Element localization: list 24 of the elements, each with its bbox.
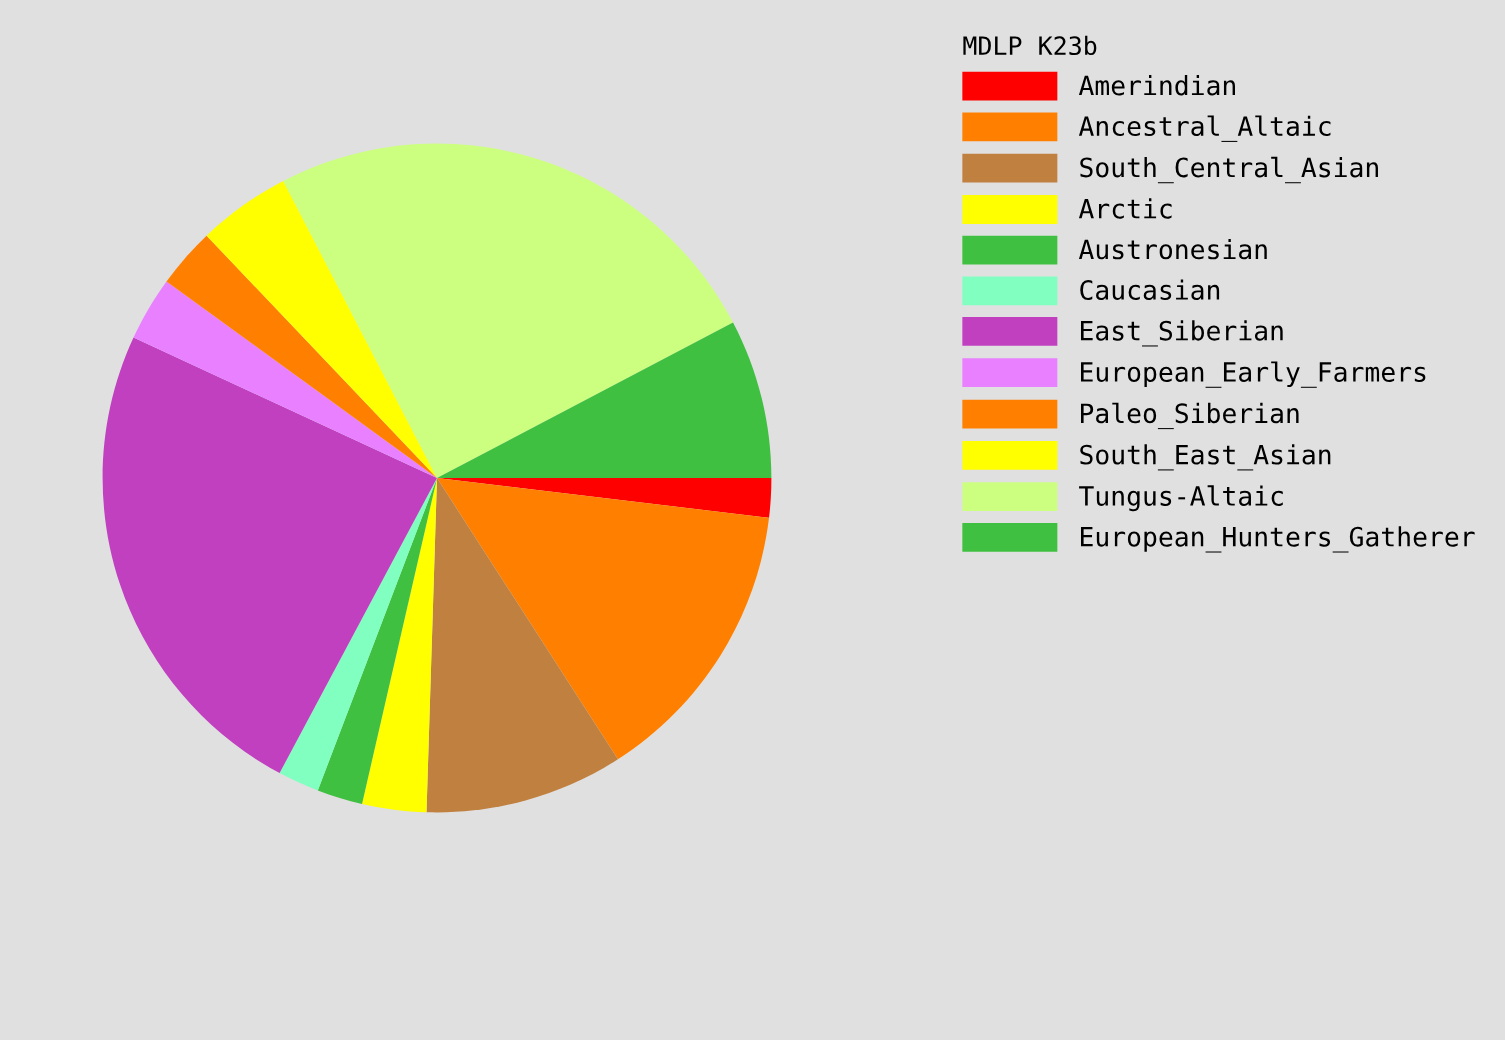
legend-label: European_Hunters_Gatherer [1081, 526, 1475, 553]
pie-slice [206, 181, 437, 478]
pie-slice [437, 322, 772, 478]
legend-label: Caucasian [1080, 279, 1220, 300]
legend-title: MDLP K23b [963, 35, 1097, 56]
legend-label: Arctic [1078, 198, 1172, 219]
legend-label: Ancestral_Altaic [1078, 115, 1331, 142]
pie-slice [437, 478, 770, 760]
legend-label: South_East_Asian [1080, 444, 1331, 471]
pie-slice [166, 235, 437, 478]
pie-slice [102, 337, 437, 774]
legend-label: Paleo_Siberian [1081, 402, 1299, 430]
pie-slice [362, 478, 437, 813]
pie-slice [133, 281, 437, 478]
pie-slice [317, 478, 437, 804]
pie-slice [426, 478, 618, 813]
legend-label: East_Siberian [1081, 320, 1283, 347]
legend-label: South_Central_Asian [1080, 156, 1378, 184]
pie-slice [279, 478, 437, 791]
pie-slice [283, 143, 734, 478]
legend-label: Austronesian [1078, 238, 1267, 260]
legend-label: Tungus-Altaic [1079, 485, 1283, 512]
legend-label: Amerindian [1078, 75, 1235, 96]
legend-label: European_Early_Farmers [1081, 361, 1426, 388]
